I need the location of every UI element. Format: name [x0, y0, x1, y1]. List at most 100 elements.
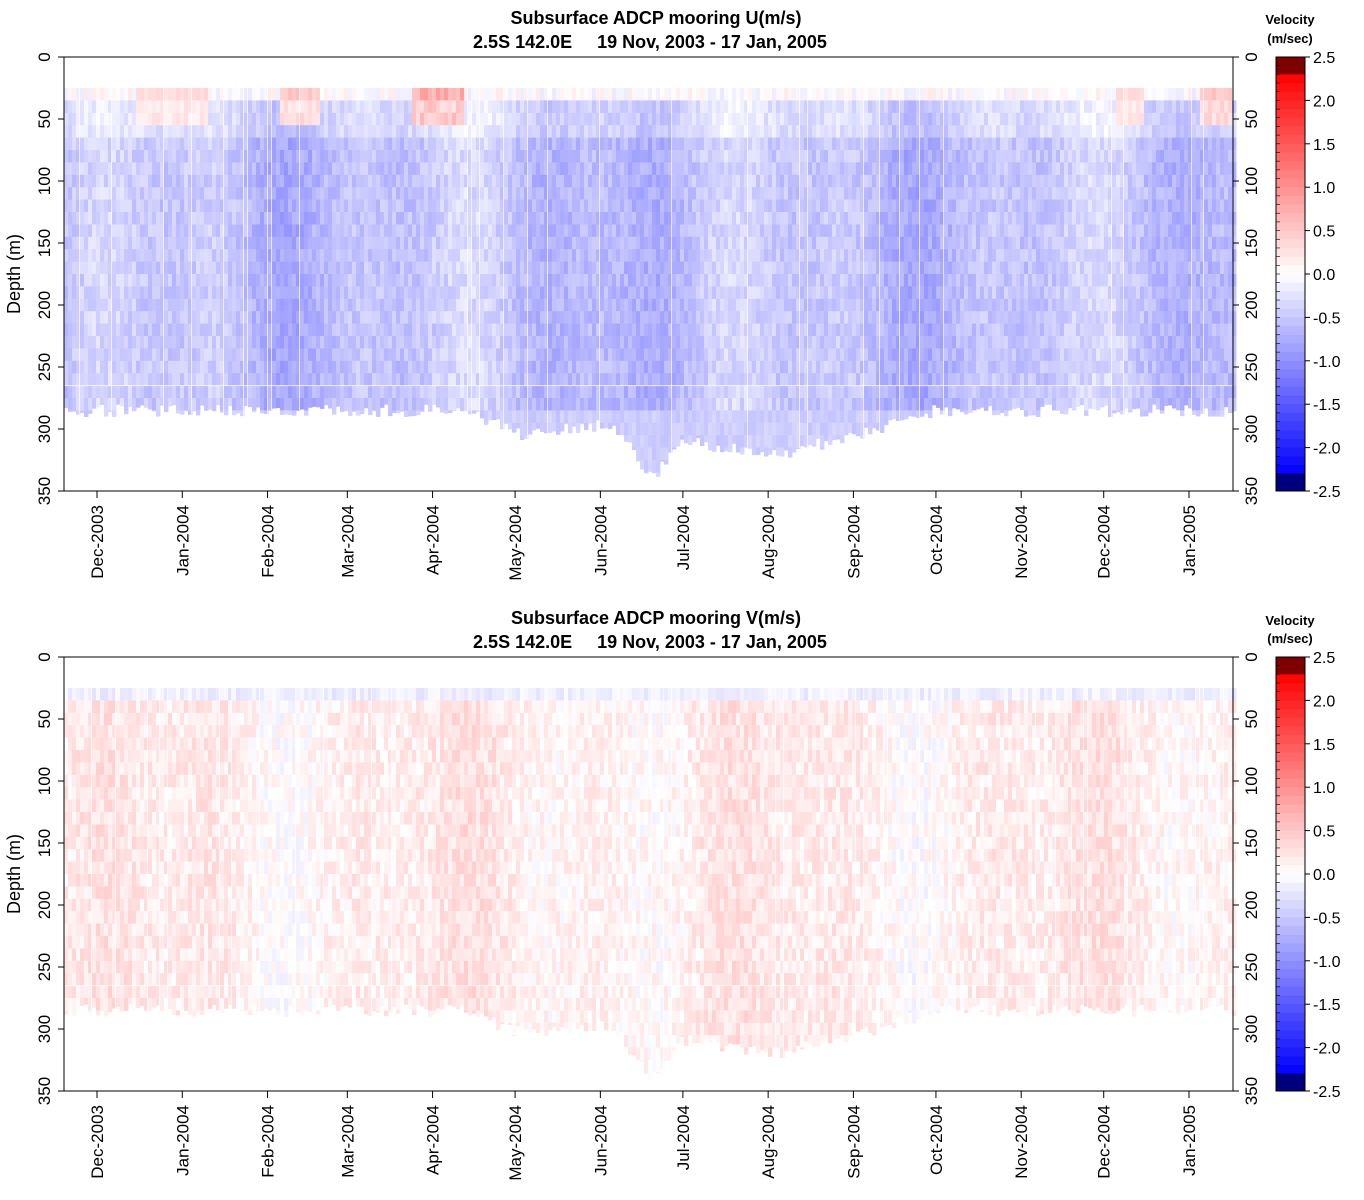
u-heat-cell: [608, 187, 613, 200]
u-heat-cell: [108, 348, 113, 362]
u-heat-cell: [656, 398, 661, 411]
u-heat-cell: [124, 298, 129, 312]
u-heat-cell: [492, 150, 497, 163]
u-heat-cell: [708, 224, 713, 238]
u-heat-cell: [356, 100, 361, 114]
u-heat-cell: [668, 360, 673, 374]
u-heat-cell: [680, 435, 685, 440]
u-heat-cell: [276, 112, 281, 126]
u-heat-cell: [732, 212, 737, 225]
u-heat-cell: [380, 311, 385, 324]
u-heat-cell: [252, 212, 257, 225]
u-heat-cell: [272, 162, 277, 176]
u-heat-cell: [104, 125, 109, 138]
u-heat-cell: [316, 385, 321, 399]
u-heat-cell: [304, 150, 309, 163]
u-heat-cell: [708, 385, 713, 399]
u-heat-cell: [604, 88, 609, 101]
u-heat-cell: [452, 187, 457, 200]
u-heat-cell: [100, 174, 105, 188]
u-heat-cell: [260, 100, 265, 114]
u-heat-cell: [104, 199, 109, 213]
u-heat-cell: [540, 174, 545, 188]
u-heat-cell: [492, 311, 497, 324]
u-heat-cell: [572, 174, 577, 188]
u-heat-cell: [200, 311, 205, 324]
u-heat-cell: [284, 112, 289, 126]
u-heat-cell: [756, 385, 761, 399]
u-heat-cell: [108, 212, 113, 225]
u-heat-cell: [568, 261, 573, 275]
u-heat-cell: [460, 360, 465, 374]
u-heat-cell: [388, 187, 393, 200]
u-heat-cell: [100, 385, 105, 399]
u-heat-cell: [232, 199, 237, 213]
u-heat-cell: [500, 100, 505, 114]
u-heat-cell: [404, 336, 409, 349]
u-heat-cell: [648, 348, 653, 362]
u-heat-cell: [700, 323, 705, 337]
u-heat-cell: [652, 472, 657, 474]
u-heat-cell: [84, 398, 89, 411]
u-heat-cell: [376, 410, 381, 417]
u-heat-cell: [536, 199, 541, 213]
u-heat-cell: [424, 286, 429, 300]
u-heat-cell: [740, 261, 745, 275]
u-heat-cell: [428, 187, 433, 200]
u-heat-cell: [280, 236, 285, 250]
u-heat-cell: [496, 112, 501, 126]
u-heat-cell: [264, 373, 269, 386]
u-heat-cell: [780, 410, 785, 424]
u-heat-cell: [516, 311, 521, 324]
u-heat-cell: [568, 360, 573, 374]
u-heat-cell: [348, 224, 353, 238]
u-heat-cell: [196, 311, 201, 324]
u-heat-cell: [364, 274, 369, 287]
u-heat-cell: [732, 125, 737, 138]
u-heat-cell: [404, 125, 409, 138]
u-heat-cell: [284, 162, 289, 176]
u-heat-cell: [112, 224, 117, 238]
u-heat-cell: [528, 100, 533, 114]
u-heat-cell: [528, 311, 533, 324]
u-heat-cell: [760, 236, 765, 250]
u-heat-cell: [656, 460, 661, 473]
u-heat-cell: [608, 385, 613, 399]
u-heat-cell: [460, 286, 465, 300]
u-heat-cell: [188, 249, 193, 262]
u-heat-cell: [152, 100, 157, 114]
u-heat-cell: [192, 187, 197, 200]
u-heat-cell: [388, 274, 393, 287]
u-heat-cell: [660, 385, 665, 399]
u-heat-cell: [496, 410, 501, 420]
u-heat-cell: [624, 286, 629, 300]
u-heat-cell: [744, 286, 749, 300]
u-heat-cell: [492, 162, 497, 176]
u-heat-cell: [696, 88, 701, 101]
u-heat-cell: [232, 398, 237, 411]
u-heat-cell: [676, 88, 681, 101]
u-heat-cell: [720, 112, 725, 126]
u-heat-cell: [428, 249, 433, 262]
u-heat-cell: [296, 137, 301, 151]
u-heat-cell: [764, 311, 769, 324]
u-heat-cell: [112, 88, 117, 101]
u-heat-cell: [76, 112, 81, 126]
u-heat-cell: [264, 174, 269, 188]
u-heat-cell: [332, 187, 337, 200]
u-heat-cell: [492, 286, 497, 300]
u-heat-cell: [436, 336, 441, 349]
u-heat-cell: [140, 224, 145, 238]
u-heat-cell: [736, 435, 741, 448]
u-heat-cell: [180, 212, 185, 225]
u-heat-cell: [548, 174, 553, 188]
u-heat-cell: [120, 137, 125, 151]
u-heat-cell: [80, 174, 85, 188]
u-heat-cell: [260, 298, 265, 312]
u-heat-cell: [204, 125, 209, 138]
u-heat-cell: [96, 150, 101, 163]
u-heat-cell: [780, 224, 785, 238]
u-heat-cell: [548, 100, 553, 114]
u-heat-cell: [588, 398, 593, 411]
u-heat-cell: [708, 199, 713, 213]
